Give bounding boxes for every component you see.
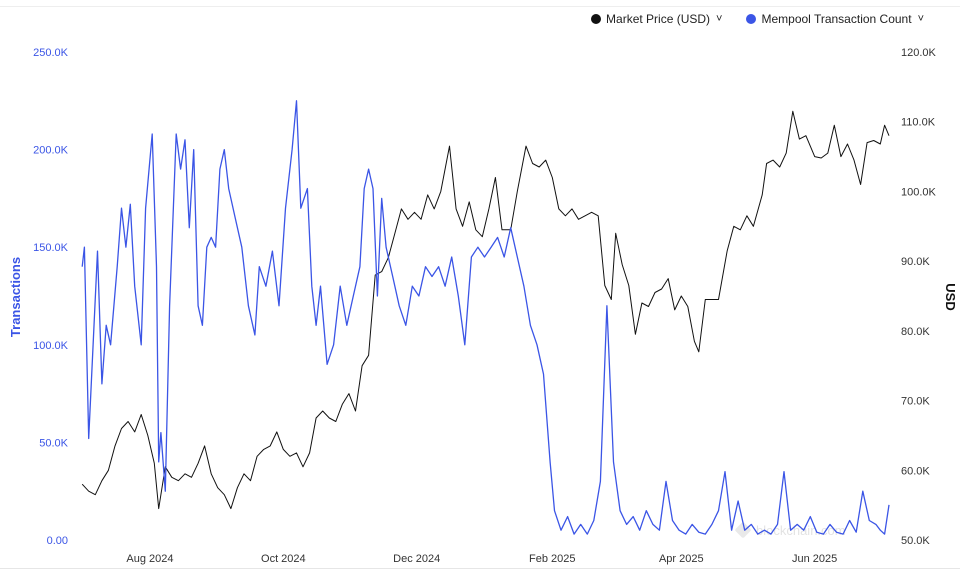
x-tick-label: Oct 2024 [261, 553, 306, 565]
chevron-down-icon[interactable]: ˅ [716, 13, 723, 25]
left-tick-label: 250.0K [33, 47, 69, 59]
chevron-down-icon[interactable]: ˅ [917, 13, 924, 25]
left-axis-title: Transactions [8, 257, 23, 337]
right-tick-label: 120.0K [901, 47, 937, 59]
x-tick-label: Apr 2025 [659, 553, 704, 565]
right-tick-label: 100.0K [901, 186, 937, 198]
bottom-divider [0, 568, 960, 569]
watermark-text: blockchain.com [756, 523, 846, 538]
chart-legend: Market Price (USD) ˅ Mempool Transaction… [591, 12, 924, 26]
left-tick-label: 150.0K [33, 242, 69, 254]
legend-label-market-price: Market Price (USD) [606, 12, 711, 26]
right-tick-label: 90.0K [901, 256, 930, 268]
left-axis-ticks: 0.00 50.0K 100.0K 150.0K 200.0K 250.0K [33, 47, 69, 547]
x-tick-label: Dec 2024 [393, 553, 440, 565]
right-tick-label: 70.0K [901, 396, 930, 408]
legend-item-market-price[interactable]: Market Price (USD) ˅ [591, 12, 722, 26]
left-tick-label: 50.0K [39, 437, 68, 449]
right-tick-label: 60.0K [901, 465, 930, 477]
right-axis-title: USD [943, 283, 958, 310]
x-tick-label: Feb 2025 [529, 553, 575, 565]
series-layer [81, 100, 890, 535]
series-line-market-price [81, 110, 890, 510]
left-tick-label: 100.0K [33, 340, 69, 352]
legend-label-mempool-count: Mempool Transaction Count [761, 12, 912, 26]
x-axis-ticks: Aug 2024 Oct 2024 Dec 2024 Feb 2025 Apr 2025… [126, 553, 837, 565]
series-line-mempool-count [81, 100, 890, 535]
right-tick-label: 50.0K [901, 535, 930, 547]
legend-item-mempool-count[interactable]: Mempool Transaction Count ˅ [746, 12, 924, 26]
x-tick-label: Aug 2024 [126, 553, 173, 565]
legend-dot-market-price [591, 14, 602, 24]
right-tick-label: 80.0K [901, 326, 930, 338]
watermark-logo-icon [735, 522, 751, 538]
top-divider [0, 6, 960, 7]
right-axis-ticks: 50.0K 60.0K 70.0K 80.0K 90.0K 100.0K 110.0K 120… [901, 47, 937, 547]
x-tick-label: Jun 2025 [792, 553, 837, 565]
legend-dot-mempool-count [746, 14, 757, 24]
right-tick-label: 110.0K [901, 117, 936, 129]
left-tick-label: 0.00 [47, 535, 68, 547]
left-tick-label: 200.0K [33, 145, 69, 157]
